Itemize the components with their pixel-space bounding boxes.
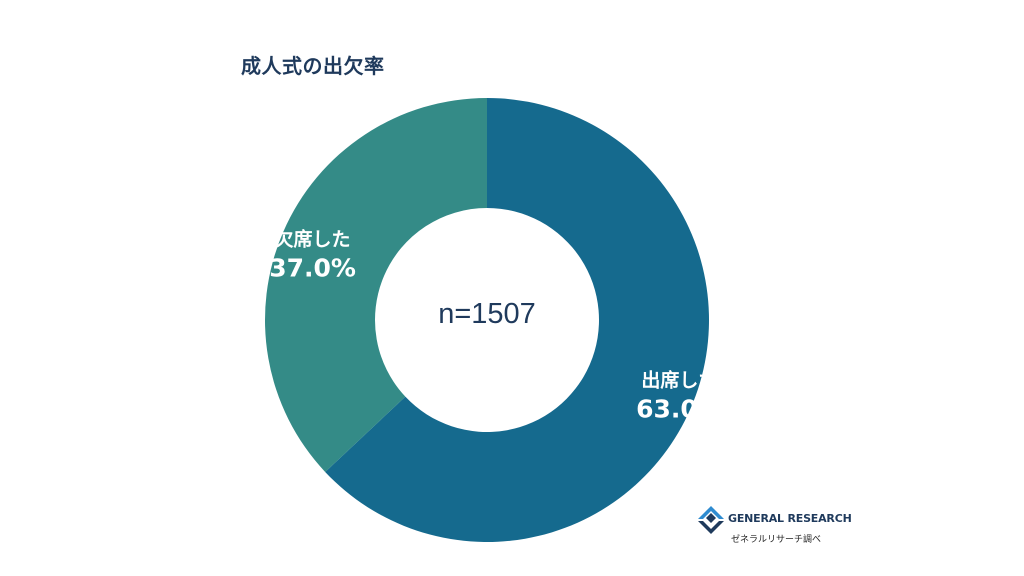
slice-labels: 出席した 63.0% 欠席した 37.0%	[269, 228, 723, 424]
center-label: n=1507	[438, 298, 536, 330]
donut-slice-1	[265, 98, 487, 472]
brand-name: GENERAL RESEARCH	[728, 512, 852, 525]
slice-label-value-0: 63.0%	[636, 394, 723, 423]
brand-subtitle: ゼネラルリサーチ調べ	[731, 535, 822, 545]
slice-label-name-1: 欠席した	[275, 228, 351, 251]
donut-slices	[265, 98, 710, 543]
slice-label-name-0: 出席した	[641, 368, 717, 391]
brand-logo: GENERAL RESEARCH ゼネラルリサーチ調べ	[697, 505, 852, 549]
slice-label-value-1: 37.0%	[269, 254, 356, 283]
brand-mark-icon	[698, 506, 724, 534]
donut-slice-0	[325, 98, 710, 543]
chart-title: 成人式の出欠率	[241, 54, 385, 78]
